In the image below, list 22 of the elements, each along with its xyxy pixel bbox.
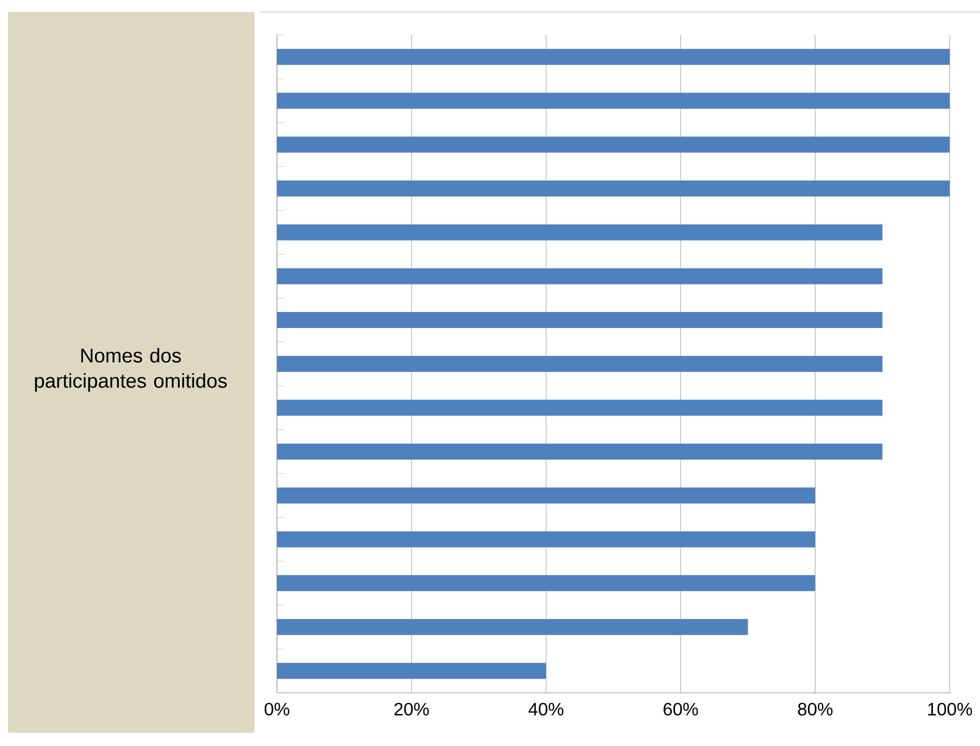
bar — [276, 356, 882, 372]
bar — [276, 619, 748, 636]
x-tick-label: 20% — [394, 702, 429, 716]
bar — [276, 662, 546, 679]
bar — [276, 180, 950, 197]
bar — [276, 136, 950, 153]
bar — [276, 575, 816, 592]
bar — [276, 224, 882, 240]
bar — [276, 49, 950, 66]
bar — [276, 531, 816, 548]
bar — [276, 92, 950, 109]
bar — [276, 488, 816, 504]
x-tick-label: 60% — [664, 702, 698, 716]
text: Nomes dos participantes omitidos — [35, 348, 227, 392]
x-tick-label: 100% — [928, 702, 972, 716]
bar — [276, 400, 882, 416]
bar — [276, 312, 882, 328]
bar — [276, 444, 882, 460]
x-tick-label: 0% — [264, 702, 290, 716]
bar — [276, 268, 882, 284]
x-tick-label: 80% — [798, 702, 832, 716]
x-tick-label: 40% — [528, 702, 564, 716]
